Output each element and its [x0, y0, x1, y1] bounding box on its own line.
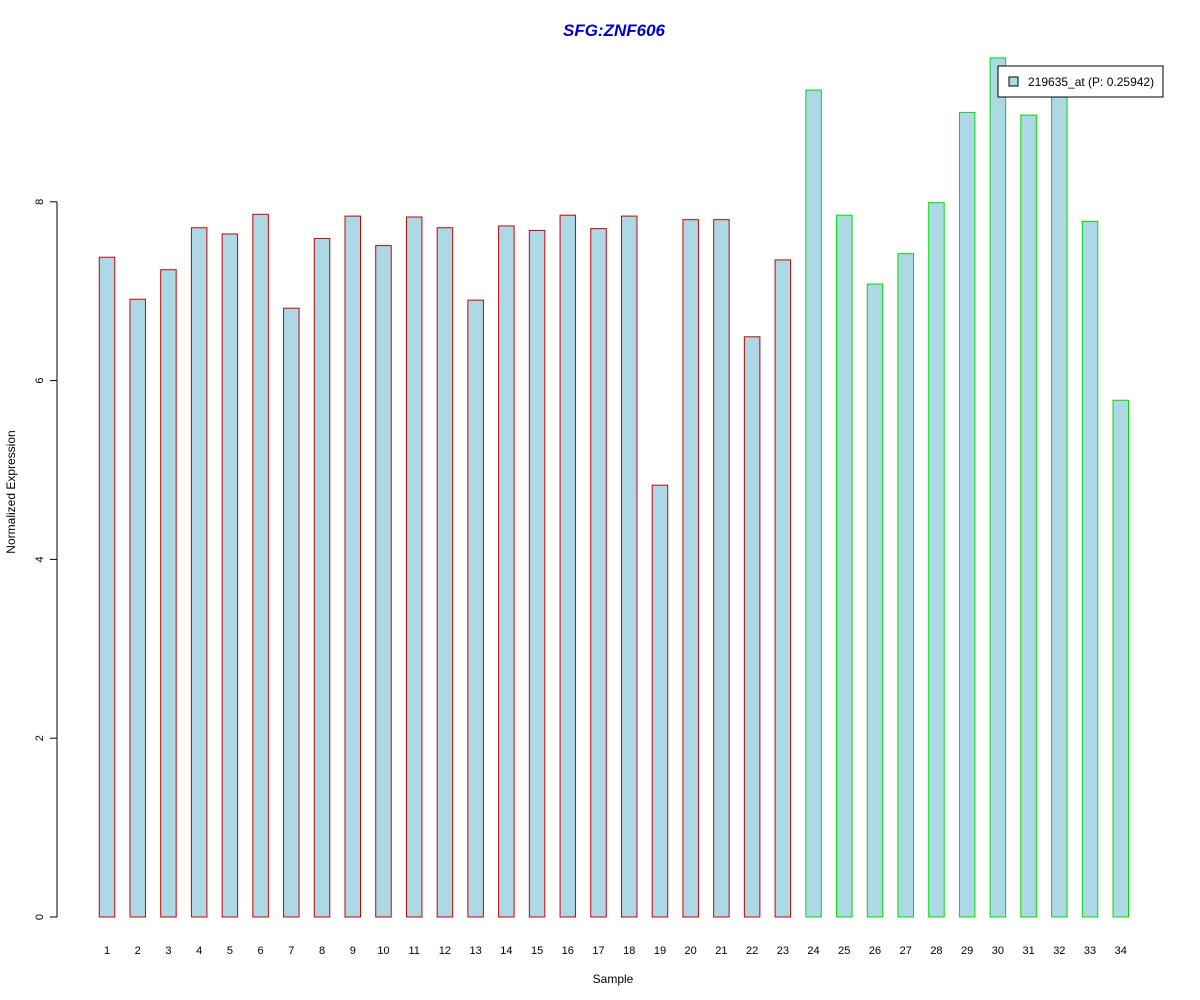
bar-sample-33	[1081, 220, 1099, 918]
bar-sample-13	[467, 299, 484, 918]
x-tick-label: 9	[350, 945, 356, 957]
bar-sample-10	[375, 245, 392, 918]
bar-sample-27	[897, 253, 914, 918]
x-tick-label: 23	[777, 945, 789, 957]
x-tick-label: 25	[838, 945, 850, 957]
x-tick-label: 8	[319, 945, 325, 957]
x-tick-label: 5	[227, 945, 233, 957]
x-tick-label: 18	[623, 945, 635, 957]
y-tick-label: 4	[34, 556, 46, 562]
bar-sample-31	[1020, 114, 1037, 918]
bar-sample-34	[1112, 399, 1130, 918]
bar-sample-28	[928, 202, 945, 918]
x-tick-label: 21	[715, 945, 727, 957]
x-tick-label: 26	[869, 945, 881, 957]
bar-sample-21	[713, 219, 730, 918]
x-tick-label: 10	[377, 945, 389, 957]
x-tick-label: 16	[562, 945, 574, 957]
bar-sample-24	[805, 89, 822, 918]
bar-sample-3	[160, 269, 177, 918]
x-tick-label: 19	[654, 945, 666, 957]
x-tick-label: 11	[408, 945, 419, 957]
bar-sample-12	[436, 227, 454, 918]
x-tick-label: 1	[104, 945, 110, 957]
bar-sample-6	[252, 213, 269, 918]
x-tick-label: 6	[258, 945, 264, 957]
bar-sample-4	[190, 227, 208, 918]
x-tick-label: 7	[288, 945, 294, 957]
x-tick-label: 2	[135, 945, 141, 957]
bar-sample-18	[620, 215, 638, 918]
x-tick-label: 29	[961, 945, 973, 957]
bar-sample-23	[774, 259, 792, 918]
bar-sample-26	[866, 283, 884, 918]
bars	[98, 57, 1130, 918]
x-tick-label: 22	[746, 945, 758, 957]
y-tick-label: 8	[34, 199, 46, 205]
chart-title: SFG:ZNF606	[563, 21, 666, 40]
x-tick-label: 15	[531, 945, 543, 957]
y-tick-label: 0	[34, 914, 46, 920]
y-tick-label: 6	[34, 378, 46, 384]
bar-sample-8	[313, 237, 331, 918]
x-tick-label: 20	[685, 945, 697, 957]
x-tick-label: 3	[165, 945, 171, 957]
bar-sample-7	[283, 307, 300, 918]
bar-sample-20	[682, 219, 699, 918]
bar-sample-1	[98, 256, 116, 918]
y-axis: 0 2 4 6 8	[34, 199, 58, 920]
x-tick-labels: 1 2 3 4 5 6 7 8 9 10 11 12 13 14 15 16 17 18 19 20 21 22 23 24 2…	[104, 945, 1127, 957]
bar-sample-32	[1051, 93, 1068, 918]
y-tick-label: 2	[34, 735, 46, 741]
legend-box	[997, 65, 1164, 98]
legend-label: 219635_at (P: 0.25942)	[1028, 75, 1154, 89]
x-axis-label: Sample	[593, 972, 634, 986]
bar-sample-25	[836, 214, 853, 918]
x-tick-label: 31	[1022, 945, 1034, 957]
x-tick-label: 33	[1084, 945, 1096, 957]
x-tick-label: 17	[592, 945, 604, 957]
x-tick-label: 14	[500, 945, 512, 957]
x-tick-label: 34	[1115, 945, 1127, 957]
legend-swatch	[1008, 76, 1019, 87]
x-tick-label: 27	[900, 945, 912, 957]
x-tick-label: 30	[992, 945, 1004, 957]
bar-sample-9	[344, 215, 362, 918]
bar-sample-29	[958, 111, 976, 918]
bar-sample-22	[743, 336, 761, 918]
y-axis-label: Normalized Expression	[4, 430, 18, 553]
x-tick-label: 32	[1053, 945, 1065, 957]
bar-sample-30	[989, 57, 1007, 918]
bar-sample-5	[221, 233, 239, 918]
bar-sample-2	[129, 298, 146, 918]
bar-sample-19	[651, 484, 669, 918]
bar-sample-17	[590, 228, 607, 918]
x-tick-label: 28	[930, 945, 942, 957]
x-tick-label: 24	[807, 945, 819, 957]
bar-sample-16	[559, 214, 577, 918]
x-tick-label: 4	[196, 945, 202, 957]
legend: 219635_at (P: 0.25942)	[997, 65, 1164, 98]
bar-sample-11	[405, 216, 423, 918]
x-tick-label: 12	[439, 945, 451, 957]
bar-sample-15	[528, 229, 546, 918]
x-tick-label: 13	[470, 945, 482, 957]
bar-sample-14	[498, 225, 515, 918]
